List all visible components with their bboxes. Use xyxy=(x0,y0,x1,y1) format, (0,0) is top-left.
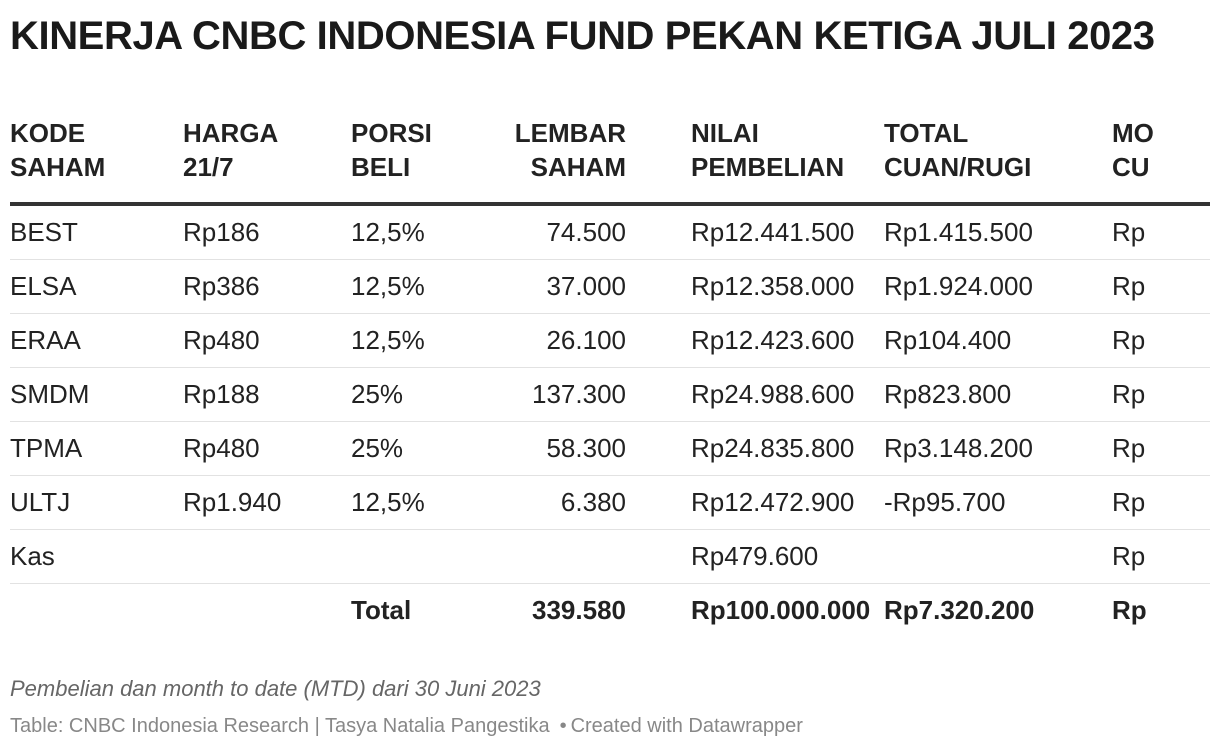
column-header-3: LEMBAR SAHAM xyxy=(471,116,626,206)
table-cell: Total xyxy=(351,595,412,625)
table-cell: Rp480 xyxy=(183,313,351,368)
table-cell: 6.380 xyxy=(471,475,626,530)
table-cell: 74.500 xyxy=(471,204,626,260)
table-cell: Rp xyxy=(1112,529,1210,584)
column-header-4: NILAI PEMBELIAN xyxy=(626,116,884,206)
column-header-line: HARGA xyxy=(183,118,279,148)
datawrapper-credit-link[interactable]: Created with Datawrapper xyxy=(570,715,803,737)
table-cell xyxy=(471,529,626,584)
table-cell: Rp104.400 xyxy=(884,313,1112,368)
table-cell: Rp12.423.600 xyxy=(626,313,884,368)
table-cell xyxy=(884,529,1112,584)
column-header-line: KODE xyxy=(10,118,86,148)
bullet-separator: • xyxy=(559,715,567,737)
column-header-6: MO CU xyxy=(1112,116,1210,206)
table-cell: 339.580 xyxy=(532,595,626,625)
table-cell: Rp386 xyxy=(183,259,351,314)
table-row: ULTJ Rp1.940 12,5% 6.380 Rp12.472.900 -Rp95.7… xyxy=(10,475,1210,530)
table-cell: Rp1.940 xyxy=(183,475,351,530)
column-header-line: NILAI xyxy=(691,118,759,148)
table-cell: Rp1.415.500 xyxy=(884,204,1112,260)
column-header-line: SAHAM xyxy=(530,152,626,182)
table-body: BEST Rp186 12,5% 74.500 Rp12.441.500 Rp1.415.… xyxy=(10,204,1210,637)
table-cell xyxy=(183,584,351,638)
table-cell: 12,5% xyxy=(351,313,471,368)
column-header-line: BELI xyxy=(351,152,411,182)
table-cell: Rp480 xyxy=(183,421,351,476)
table-cell: Rp186 xyxy=(183,204,351,260)
table-cell xyxy=(183,529,351,584)
table-cell: Rp24.835.800 xyxy=(626,421,884,476)
column-header-line: CUAN/RUGI xyxy=(884,152,1032,182)
table-cell: Rp xyxy=(1112,259,1210,314)
table-header-row: KODE SAHAM HARGA 21/7 PORSI BELI LEMBAR SAHAM NI… xyxy=(10,116,1210,206)
table-row: SMDM Rp188 25% 137.300 Rp24.988.600 Rp823.800… xyxy=(10,367,1210,422)
table-cell: 25% xyxy=(351,367,471,422)
table-cell: Rp1.924.000 xyxy=(884,259,1112,314)
table-cell: 12,5% xyxy=(351,204,471,260)
table-cell: Rp xyxy=(1112,313,1210,368)
column-header-line: LEMBAR xyxy=(514,118,626,148)
column-header-2: PORSI BELI xyxy=(351,116,471,206)
column-header-line: CU xyxy=(1112,152,1150,182)
table-cell xyxy=(10,584,183,638)
source-line: Table: CNBC Indonesia Research | Tasya N… xyxy=(10,715,803,738)
table-cell: Rp xyxy=(1112,595,1147,625)
table-cell xyxy=(351,529,471,584)
table-total-row: Total 339.580 Rp100.000.000 Rp7.320.200 Rp xyxy=(10,584,1210,638)
table-cell: 37.000 xyxy=(471,259,626,314)
table-cell: 12,5% xyxy=(351,475,471,530)
table-cell: 26.100 xyxy=(471,313,626,368)
table-cell: TPMA xyxy=(10,421,183,476)
table-row: TPMA Rp480 25% 58.300 Rp24.835.800 Rp3.148.20… xyxy=(10,421,1210,476)
data-table: KODE SAHAM HARGA 21/7 PORSI BELI LEMBAR SAHAM NI… xyxy=(10,116,1210,637)
table-cell: Rp100.000.000 xyxy=(691,595,871,625)
table-cell: Rp823.800 xyxy=(884,367,1112,422)
table-cell: Rp24.988.600 xyxy=(626,367,884,422)
table-cell: -Rp95.700 xyxy=(884,475,1112,530)
table-cell: Rp479.600 xyxy=(626,529,884,584)
column-header-line: 21/7 xyxy=(183,152,234,182)
table-cell: Rp3.148.200 xyxy=(884,421,1112,476)
table-cell: Rp188 xyxy=(183,367,351,422)
table-cell: Rp12.358.000 xyxy=(626,259,884,314)
chart-title: KINERJA CNBC INDONESIA FUND PEKAN KETIGA… xyxy=(10,14,1155,58)
column-header-line: PEMBELIAN xyxy=(691,152,845,182)
table-row: Kas Rp479.600 Rp xyxy=(10,529,1210,584)
table-cell: Rp xyxy=(1112,204,1210,260)
table-cell: ERAA xyxy=(10,313,183,368)
table-note: Pembelian dan month to date (MTD) dari 3… xyxy=(10,676,541,701)
table-cell: ULTJ xyxy=(10,475,183,530)
column-header-line: PORSI xyxy=(351,118,432,148)
table-cell: 137.300 xyxy=(471,367,626,422)
data-table-container: KODE SAHAM HARGA 21/7 PORSI BELI LEMBAR SAHAM NI… xyxy=(10,116,1210,637)
column-header-line: SAHAM xyxy=(10,152,106,182)
column-header-0: KODE SAHAM xyxy=(10,116,183,206)
table-cell: BEST xyxy=(10,204,183,260)
table-cell: Rp12.441.500 xyxy=(626,204,884,260)
table-cell: 58.300 xyxy=(471,421,626,476)
column-header-1: HARGA 21/7 xyxy=(183,116,351,206)
table-cell: SMDM xyxy=(10,367,183,422)
table-cell: Rp xyxy=(1112,475,1210,530)
column-header-5: TOTAL CUAN/RUGI xyxy=(884,116,1112,206)
table-cell: Rp12.472.900 xyxy=(626,475,884,530)
table-cell: Rp xyxy=(1112,367,1210,422)
table-row: ELSA Rp386 12,5% 37.000 Rp12.358.000 Rp1.924.… xyxy=(10,259,1210,314)
table-row: BEST Rp186 12,5% 74.500 Rp12.441.500 Rp1.415.… xyxy=(10,204,1210,260)
table-row: ERAA Rp480 12,5% 26.100 Rp12.423.600 Rp104.40… xyxy=(10,313,1210,368)
table-cell: Kas xyxy=(10,529,183,584)
column-header-line: TOTAL xyxy=(884,118,969,148)
column-header-line: MO xyxy=(1112,118,1154,148)
table-cell: ELSA xyxy=(10,259,183,314)
table-cell: Rp xyxy=(1112,421,1210,476)
table-cell: 12,5% xyxy=(351,259,471,314)
table-cell: 25% xyxy=(351,421,471,476)
source-text: Table: CNBC Indonesia Research | Tasya N… xyxy=(10,715,550,737)
table-cell: Rp7.320.200 xyxy=(884,595,1035,625)
